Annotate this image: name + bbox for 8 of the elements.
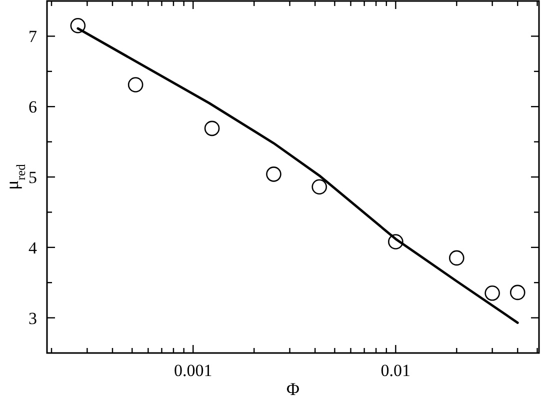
- y-tick-label: 4: [28, 238, 38, 258]
- x-tick-label: 0.01: [380, 361, 411, 380]
- y-tick-label: 7: [28, 27, 38, 46]
- x-axis-title: Φ: [286, 379, 300, 399]
- y-tick-label: 5: [28, 168, 37, 187]
- x-tick-label: 0.001: [174, 361, 212, 380]
- y-tick-label: 6: [28, 98, 37, 117]
- y-tick-label: 3: [28, 308, 37, 328]
